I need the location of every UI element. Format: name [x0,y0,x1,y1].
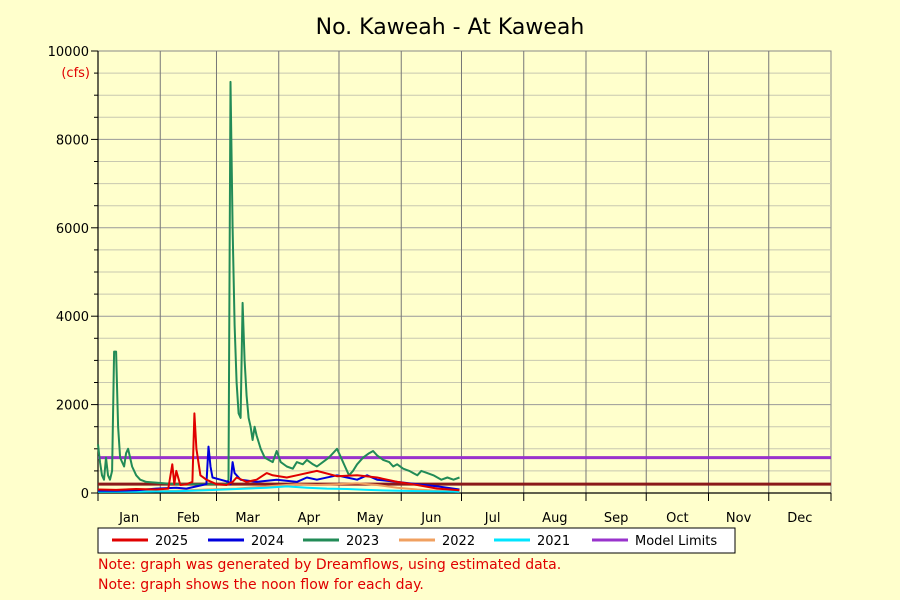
note-noon-flow: Note: graph shows the noon flow for each… [98,577,424,593]
legend: 2025 2024 2023 2022 2021 Model Limits [97,527,736,554]
x-tick-label: Dec [787,511,812,526]
series-line-2023 [97,80,460,486]
x-tick-label: Apr [298,511,321,526]
x-tick-label: Aug [542,511,567,526]
x-tick-label: Oct [666,511,688,526]
x-tick-label: Mar [235,511,260,526]
legend-label: 2022 [442,534,475,549]
x-tick-label: Nov [726,511,752,526]
legend-label: 2021 [537,534,570,549]
y-tick-label: 4000 [56,310,89,325]
series-line-2025 [97,412,460,492]
y-tick-label: 8000 [56,133,89,148]
x-tick-label: Feb [177,511,200,526]
y-tick-label: 6000 [56,222,89,237]
legend-label: 2024 [251,534,284,549]
legend-label: 2023 [346,534,379,549]
grid [97,50,832,494]
x-tick-label: Jan [118,511,139,526]
y-tick-label: 0 [81,487,89,502]
series-line-2024 [98,445,460,492]
x-tick-label: May [357,511,384,526]
y-tick-label: 2000 [56,399,89,414]
x-tick-label: Jun [420,511,441,526]
x-tick-label: Jul [484,511,501,526]
legend-label: Model Limits [635,534,717,549]
note-estimated-data: Note: graph was generated by Dreamflows,… [98,557,562,573]
series-line-2021 [98,485,460,493]
y-tick-label: 10000 [48,45,89,60]
y-axis-unit-label: (cfs) [61,66,90,81]
series-lines [97,80,460,493]
axes: Jan Feb Mar Apr May Jun Jul Aug Sep Oct Nov Dec 0 200… [48,45,832,526]
chart-title: No. Kaweah - At Kaweah [316,15,585,40]
legend-label: 2025 [155,534,188,549]
x-tick-label: Sep [604,511,629,526]
